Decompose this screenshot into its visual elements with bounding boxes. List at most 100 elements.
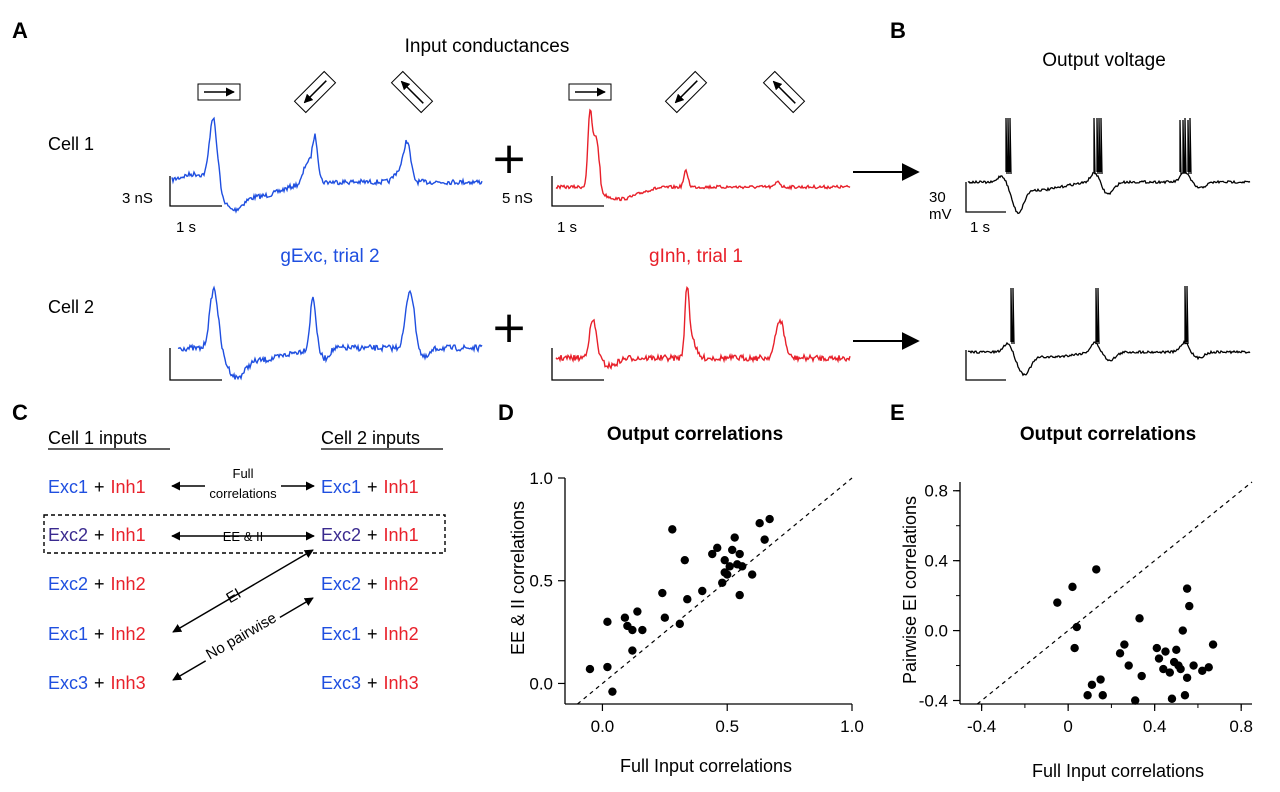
data-point (755, 519, 764, 528)
data-point (765, 514, 774, 524)
inh-scale-bar-cell2 (551, 348, 604, 381)
data-point (1189, 661, 1198, 670)
data-point (1204, 663, 1213, 672)
data-point (1120, 640, 1129, 649)
chart-d-xlabel: Full Input correlations (620, 756, 792, 776)
plus-sign-cell1: + (491, 133, 528, 184)
row4-left: Exc1 + Inh2 (48, 624, 146, 644)
data-point (1198, 666, 1207, 675)
row2-right: Exc2 + Inh1 (321, 525, 419, 545)
y-tick-label: 1.0 (529, 469, 553, 488)
data-point (1185, 601, 1194, 611)
data-point (1152, 643, 1162, 653)
data-point (1092, 565, 1101, 574)
cell2-inh-trace (555, 286, 851, 370)
full-correlations-label-1: Full (233, 466, 254, 481)
data-point (668, 525, 677, 534)
data-point (1137, 671, 1146, 681)
plus-sign-cell2: + (491, 302, 528, 353)
row3-right: Exc2 + Inh2 (321, 574, 419, 594)
inh-scale-x-label: 1 s (557, 219, 577, 236)
cell1-inh-trace (555, 108, 851, 202)
row1-left: Exc1 + Inh1 (48, 477, 146, 497)
data-point (1098, 691, 1107, 700)
scatter-chart-e: E Output correlations Full Input correla… (890, 400, 1253, 781)
cell2-label: Cell 2 (48, 297, 94, 317)
data-point (1180, 691, 1190, 700)
data-point (1165, 668, 1175, 677)
row5-right: Exc3 + Inh3 (321, 673, 419, 693)
chart-e-xlabel: Full Input correlations (1032, 761, 1204, 781)
data-point (728, 545, 737, 555)
no-pairwise-label-bg (199, 607, 283, 665)
row2-left: Exc2 + Inh1 (48, 525, 146, 545)
data-point (1068, 582, 1077, 592)
stimulus-right-icon (197, 83, 241, 101)
cell2-voltage-trace (967, 285, 1251, 377)
data-point (1208, 640, 1218, 649)
inh-caption: gInh, trial 1 (649, 246, 743, 267)
stimulus-downleft-icon-inh (762, 70, 806, 114)
data-point (1053, 598, 1062, 607)
data-point (683, 595, 692, 604)
data-point (620, 613, 630, 622)
exc-scale-x-label: 1 s (176, 219, 196, 236)
exc-scale-bar-cell2 (169, 348, 222, 381)
identity-line (577, 477, 853, 705)
y-tick-label: -0.4 (919, 692, 948, 711)
inh-scale-y-label: 5 nS (502, 190, 533, 207)
panel-label-e: E (890, 400, 905, 425)
chart-e-title: Output correlations (1020, 424, 1196, 445)
row3-left: Exc2 + Inh2 (48, 574, 146, 594)
ee-ii-label: EE & II (223, 529, 263, 544)
data-point (1182, 673, 1192, 682)
data-point (1176, 664, 1185, 674)
voltage-scale-y-label-2: mV (929, 206, 952, 223)
data-point (608, 687, 617, 696)
cell1-inputs-header: Cell 1 inputs (48, 428, 147, 448)
stimulus-downleft-icon (390, 70, 434, 114)
stimulus-upleft-icon (293, 70, 337, 114)
panel-a-title: Input conductances (405, 36, 570, 57)
data-point (1124, 661, 1133, 670)
stimulus-right-icon-inh (568, 83, 612, 101)
y-tick-label: 0.5 (529, 572, 553, 591)
data-point (628, 646, 637, 655)
scatter-chart-d: D Output correlations Full Input correla… (498, 400, 864, 776)
full-correlations-label-2: correlations (209, 486, 277, 501)
cell2-exc-trace (177, 285, 483, 381)
panel-a: A Input conductances Cell 1 Cell 2 (12, 18, 920, 381)
data-point (1070, 643, 1079, 653)
x-tick-label: -0.4 (967, 717, 996, 736)
data-point (760, 535, 769, 544)
chart-d-ylabel: EE & II correlations (508, 501, 528, 655)
data-point (680, 555, 689, 565)
y-tick-label: 0.0 (529, 674, 553, 693)
data-point (1083, 691, 1092, 700)
exc-caption: gExc, trial 2 (280, 246, 379, 267)
row5-left: Exc3 + Inh3 (48, 673, 146, 693)
ei-arrow (172, 549, 314, 633)
data-point (1178, 626, 1187, 635)
ei-label: EI (223, 585, 244, 607)
data-point (718, 578, 727, 587)
data-point (708, 549, 717, 559)
data-point (628, 625, 637, 635)
data-point (1161, 647, 1170, 656)
row4-right: Exc1 + Inh2 (321, 624, 419, 644)
cell1-label: Cell 1 (48, 134, 94, 154)
data-point (603, 617, 612, 627)
inh-scale-bar (551, 176, 604, 207)
y-tick-label: 0.8 (924, 482, 948, 501)
data-point (1072, 622, 1082, 632)
data-point (585, 664, 595, 674)
data-point (1167, 694, 1177, 703)
y-tick-label: 0.0 (924, 622, 948, 641)
chart-e-ylabel: Pairwise EI correlations (900, 496, 920, 684)
voltage-scale-y-label-1: 30 (929, 189, 946, 206)
panel-label-b: B (890, 18, 906, 43)
data-point (720, 555, 729, 565)
data-point (1172, 645, 1181, 655)
stimulus-upleft-icon-inh (664, 70, 708, 114)
panel-c: C Cell 1 inputs Cell 2 inputs Exc1 + Inh1 … (12, 400, 446, 693)
